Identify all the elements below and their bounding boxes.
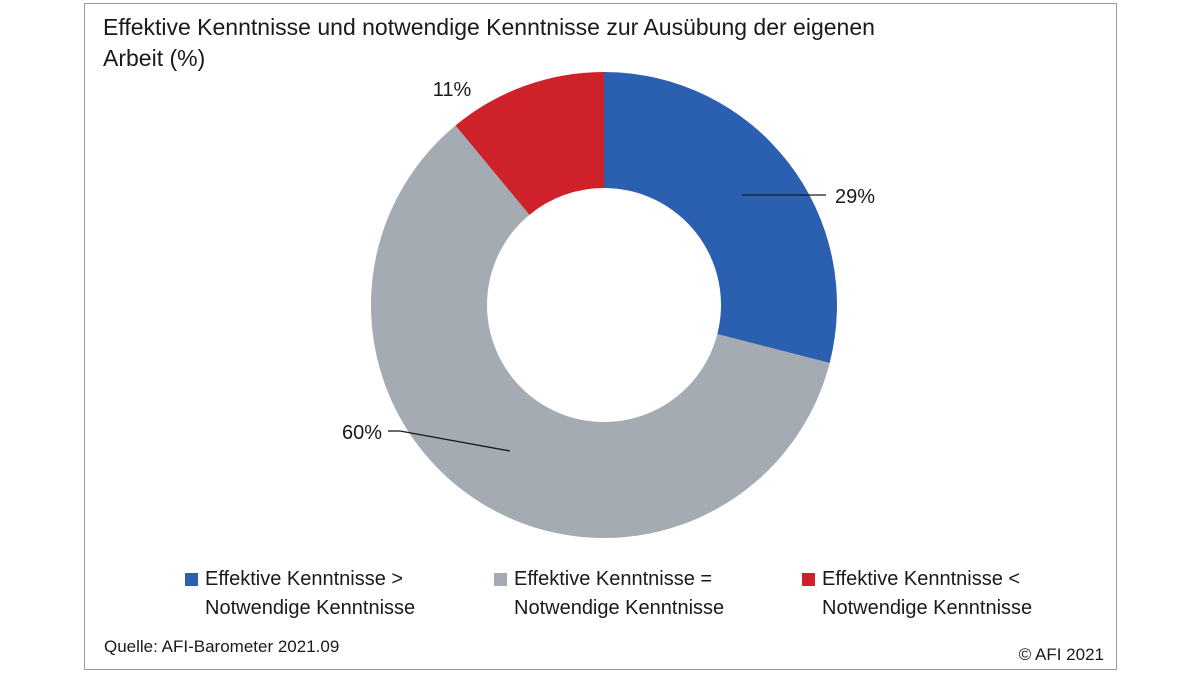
label-greater: 29% [835, 186, 875, 208]
slice-greater [604, 72, 837, 363]
source-note: Quelle: AFI-Barometer 2021.09 [104, 637, 340, 656]
label-equal: 60% [342, 422, 382, 444]
legend-label-greater: Effektive Kenntnisse > Notwendige Kenntn… [205, 568, 416, 619]
legend-swatch-greater [185, 573, 198, 586]
slice-equal [370, 125, 830, 539]
legend-label-less: Effektive Kenntnisse < Notwendige Kenntn… [822, 568, 1033, 619]
legend-swatch-less [802, 573, 815, 586]
chart-legend: Effektive Kenntnisse > Notwendige Kenntn… [0, 565, 1200, 625]
label-less: 11% [433, 79, 472, 101]
legend-swatch-equal [494, 573, 507, 586]
leader-line-equal [399, 430, 511, 452]
legend-label-equal: Effektive Kenntnisse = Notwendige Kenntn… [514, 568, 725, 619]
chart-title: Effektive Kenntnisse und notwendige Kenn… [103, 14, 875, 71]
slice-less [455, 72, 604, 215]
copyright-note: © AFI 2021 [1018, 645, 1104, 664]
